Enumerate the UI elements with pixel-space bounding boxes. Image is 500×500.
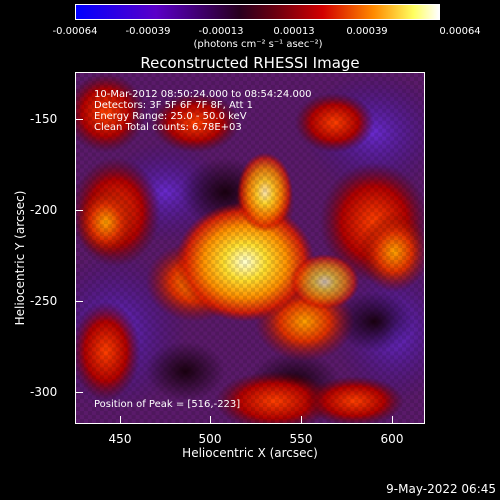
plot-title: Reconstructed RHESSI Image — [140, 54, 360, 72]
colorbar-units: (photons cm⁻² s⁻¹ asec⁻²) — [193, 39, 323, 50]
colorbar — [75, 4, 440, 20]
clean-counts-text: Clean Total counts: 6.78E+03 — [94, 122, 242, 133]
y-tickmark — [75, 301, 83, 302]
colorbar-tick-label: 0.00013 — [273, 26, 315, 37]
y-tickmark — [75, 210, 83, 211]
x-tickmark — [392, 416, 393, 424]
time-range-text: 10-Mar-2012 08:50:24.000 to 08:54:24.000 — [94, 89, 312, 100]
energy-range-text: Energy Range: 25.0 - 50.0 keV — [94, 111, 247, 122]
rhessi-image — [76, 73, 424, 423]
image-plot: 10-Mar-2012 08:50:24.000 to 08:54:24.000… — [75, 72, 425, 424]
timestamp: 9-May-2022 06:45 — [386, 482, 496, 496]
y-tick-label: -200 — [30, 203, 58, 217]
detectors-text: Detectors: 3F 5F 6F 7F 8F, Att 1 — [94, 100, 254, 111]
colorbar-tick-label: 0.00039 — [346, 26, 388, 37]
peak-position-text: Position of Peak = [516,-223] — [94, 399, 241, 410]
y-tick-label: -300 — [30, 385, 58, 399]
x-axis-label: Heliocentric X (arcsec) — [182, 446, 318, 460]
y-tick-label: -250 — [30, 294, 58, 308]
y-tickmark — [75, 392, 83, 393]
colorbar-tick-label: -0.00039 — [125, 26, 171, 37]
colorbar-tick-label: -0.00064 — [52, 26, 98, 37]
x-tick-label: 450 — [108, 432, 132, 446]
y-tickmark — [75, 119, 83, 120]
y-tick-label: -150 — [30, 112, 58, 126]
x-tick-label: 600 — [380, 432, 404, 446]
x-tickmark — [120, 416, 121, 424]
y-axis-label: Heliocentric Y (arcsec) — [13, 190, 27, 326]
x-tickmark — [210, 416, 211, 424]
x-tick-label: 550 — [289, 432, 313, 446]
x-tickmark — [301, 416, 302, 424]
colorbar-tick-label: 0.00064 — [439, 26, 481, 37]
x-tick-label: 500 — [198, 432, 222, 446]
colorbar-tick-label: -0.00013 — [198, 26, 244, 37]
